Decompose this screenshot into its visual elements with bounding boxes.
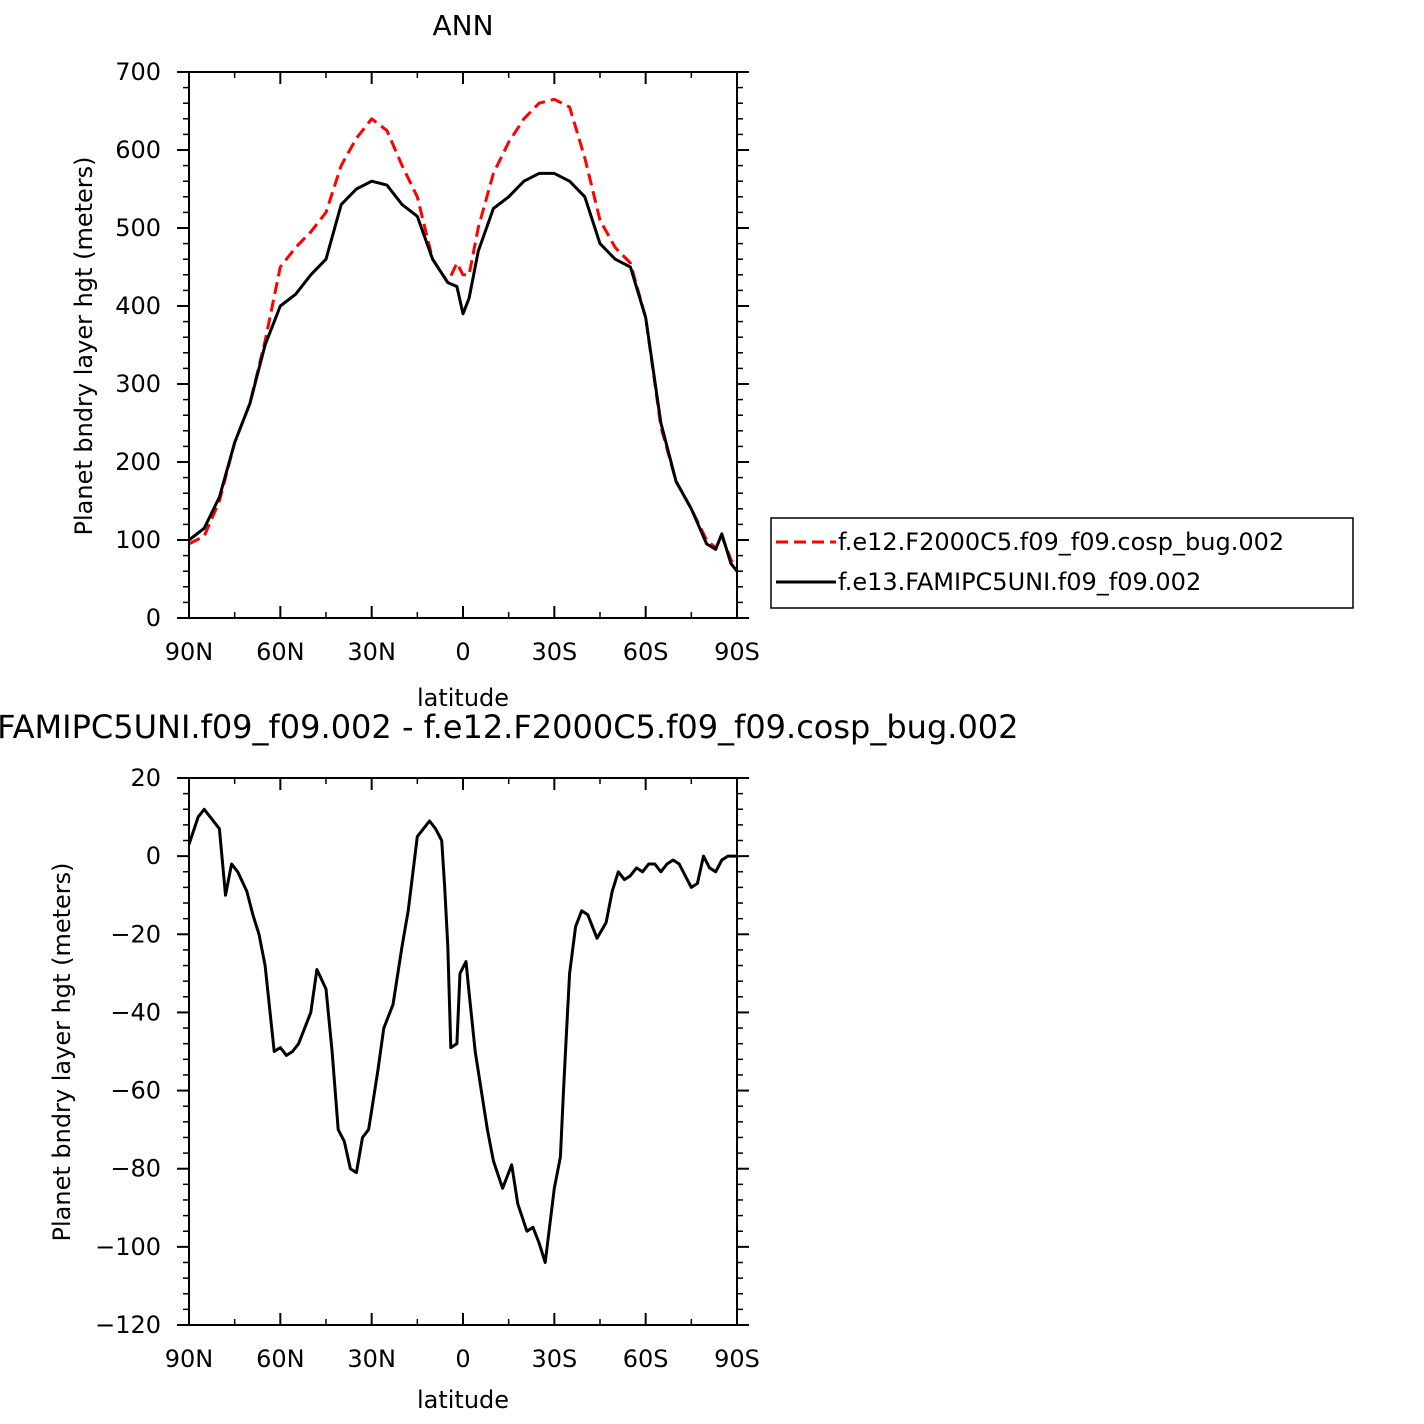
bottom-y-axis-label: Planet bndry layer hgt (meters) — [48, 863, 76, 1242]
x-tick-label: 30N — [347, 1345, 396, 1373]
y-tick-label: 0 — [146, 604, 161, 632]
y-tick-label: 400 — [115, 292, 161, 320]
y-tick-label: 700 — [115, 58, 161, 86]
x-tick-label: 30S — [531, 1345, 577, 1373]
y-tick-label: 100 — [115, 526, 161, 554]
bottom-panel: f.e13.FAMIPC5UNI.f09_f09.002 - f.e12.F20… — [0, 708, 1019, 1414]
y-tick-label: −100 — [95, 1233, 161, 1261]
x-tick-label: 60N — [256, 638, 305, 666]
y-tick-label: −40 — [110, 998, 161, 1026]
x-tick-label: 0 — [455, 1345, 470, 1373]
top-y-axis-label: Planet bndry layer hgt (meters) — [70, 157, 98, 536]
legend-label-control: f.e12.F2000C5.f09_f09.cosp_bug.002 — [838, 528, 1284, 556]
legend: f.e12.F2000C5.f09_f09.cosp_bug.002 f.e13… — [770, 517, 1354, 609]
y-tick-label: −120 — [95, 1311, 161, 1339]
series-line-model — [187, 807, 737, 1264]
x-tick-label: 90N — [165, 1345, 214, 1373]
series-line-control — [188, 97, 739, 572]
y-tick-label: 500 — [115, 214, 161, 242]
bottom-plot-lines — [187, 807, 737, 1264]
x-tick-label: 60N — [256, 1345, 305, 1373]
x-tick-label: 60S — [623, 638, 669, 666]
x-tick-label: 0 — [455, 638, 470, 666]
legend-label-model: f.e13.FAMIPC5UNI.f09_f09.002 — [838, 568, 1201, 596]
y-tick-label: −60 — [110, 1077, 161, 1105]
top-plot-frame — [188, 71, 738, 619]
top-plot-lines — [188, 97, 739, 573]
y-tick-label: 200 — [115, 448, 161, 476]
y-tick-label: −80 — [110, 1155, 161, 1183]
x-tick-label: 30S — [531, 638, 577, 666]
bottom-axis-ticks: 90N 60N 30N 0 30S 60S 90S −120 −100 −80 −60 −40 −20 0… — [95, 764, 760, 1373]
top-panel: ANN Planet bndry layer hgt (meters) lati… — [70, 9, 760, 712]
top-axis-ticks: 90N 60N 30N 0 30S 60S 90S 0 100 200 300 400 500 600 70… — [115, 58, 760, 666]
x-tick-label: 90N — [165, 638, 214, 666]
y-tick-label: 20 — [130, 764, 161, 792]
bottom-chart-title: f.e13.FAMIPC5UNI.f09_f09.002 - f.e12.F20… — [0, 708, 1019, 746]
bottom-plot-frame — [188, 777, 738, 1326]
legend-box — [770, 517, 1354, 609]
top-chart-title: ANN — [432, 9, 493, 42]
top-x-axis-label: latitude — [417, 684, 509, 712]
y-tick-label: 0 — [146, 842, 161, 870]
y-tick-label: −20 — [110, 920, 161, 948]
y-tick-label: 600 — [115, 136, 161, 164]
x-tick-label: 60S — [623, 1345, 669, 1373]
series-line-model — [188, 171, 739, 573]
x-tick-label: 30N — [347, 638, 396, 666]
x-tick-label: 90S — [714, 638, 760, 666]
bottom-x-axis-label: latitude — [417, 1386, 509, 1414]
y-tick-label: 300 — [115, 370, 161, 398]
x-tick-label: 90S — [714, 1345, 760, 1373]
